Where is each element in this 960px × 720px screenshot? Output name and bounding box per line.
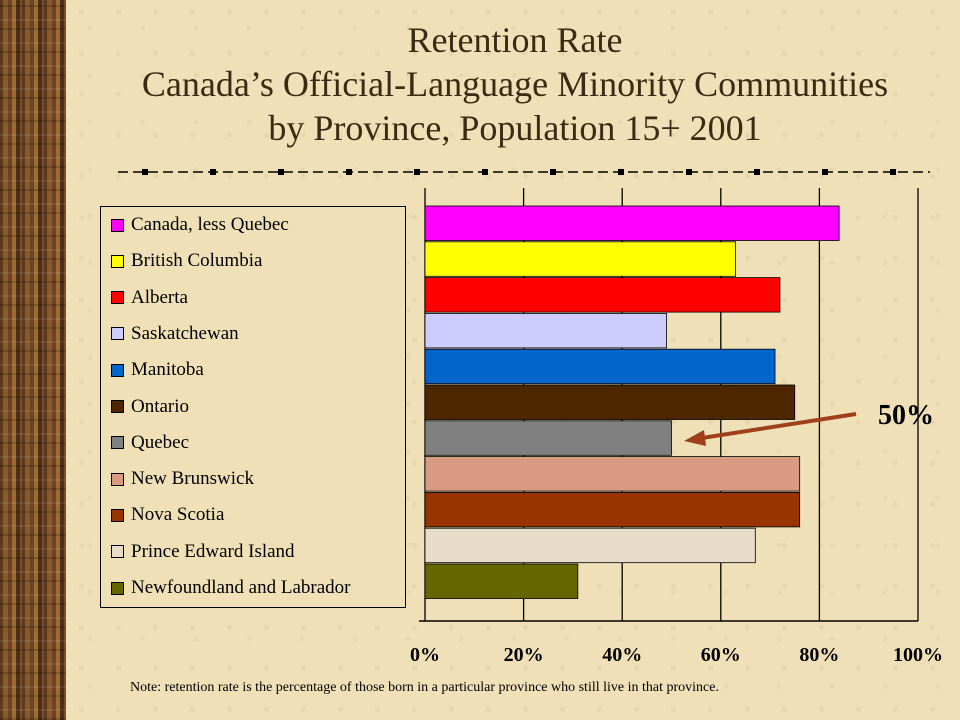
legend-label: Quebec bbox=[131, 431, 190, 453]
x-tick-label-5: 100% bbox=[893, 644, 943, 666]
legend-swatch bbox=[111, 508, 124, 522]
legend-label: New Brunswick bbox=[131, 468, 254, 490]
title-line-2: Canada’s Official-Language Minority Comm… bbox=[141, 64, 889, 104]
legend-swatch bbox=[111, 254, 124, 268]
legend-item: Quebec bbox=[111, 431, 189, 455]
bar-manitoba bbox=[424, 348, 776, 385]
title-line-3: by Province, Population 15+ 2001 bbox=[268, 108, 762, 148]
legend-item: Alberta bbox=[111, 286, 188, 310]
legend-label: Newfoundland and Labrador bbox=[131, 577, 351, 598]
bar-new-brunswick bbox=[424, 456, 801, 492]
chart-bars bbox=[424, 205, 840, 599]
legend-swatch bbox=[111, 218, 124, 232]
legend-item: Nova Scotia bbox=[111, 503, 224, 527]
legend-item: Prince Edward Island bbox=[111, 540, 295, 564]
bar-canada-less-quebec bbox=[424, 205, 840, 241]
legend-label: Prince Edward Island bbox=[131, 540, 295, 562]
x-tick-label-2: 40% bbox=[602, 644, 643, 666]
bar-ontario bbox=[424, 384, 796, 420]
legend-item: Ontario bbox=[111, 395, 189, 419]
x-tick-label-3: 60% bbox=[700, 644, 741, 666]
legend-swatch bbox=[111, 545, 124, 559]
bar-alberta bbox=[424, 277, 781, 313]
decorative-side-strip bbox=[0, 0, 66, 720]
bar-chart bbox=[419, 188, 919, 622]
legend-item: Saskatchewan bbox=[111, 322, 239, 346]
callout-label: 50% bbox=[878, 400, 934, 431]
legend-item: Canada, less Quebec bbox=[111, 213, 289, 237]
legend-label: British Columbia bbox=[131, 250, 263, 272]
bar-quebec bbox=[424, 420, 672, 456]
bar-prince-edward-island bbox=[424, 527, 756, 564]
x-tick-label-1: 20% bbox=[503, 644, 544, 666]
callout-arrow bbox=[684, 412, 857, 446]
legend-swatch bbox=[111, 291, 124, 305]
legend-swatch bbox=[111, 400, 124, 413]
bar-british-columbia bbox=[424, 241, 736, 277]
x-tick-label-0: 0% bbox=[410, 644, 440, 666]
x-tick-label-4: 80% bbox=[799, 644, 840, 666]
legend-item: New Brunswick bbox=[111, 467, 254, 491]
bar-newfoundland-and-labrador bbox=[424, 563, 579, 599]
dashed-divider bbox=[118, 169, 930, 175]
title-line-1: Retention Rate bbox=[407, 20, 623, 60]
chart-legend: Canada, less Quebec British Columbia Alber… bbox=[100, 206, 406, 608]
legend-item: British Columbia bbox=[111, 249, 262, 273]
bar-nova-scotia bbox=[424, 491, 801, 528]
legend-swatch bbox=[111, 363, 124, 377]
legend-item: Manitoba bbox=[111, 358, 204, 382]
footnote: Note: retention rate is the percentage o… bbox=[130, 680, 719, 695]
legend-item: Newfoundland and Labrador bbox=[111, 576, 350, 600]
legend-swatch bbox=[111, 327, 124, 341]
legend-swatch bbox=[111, 472, 124, 486]
legend-swatch bbox=[111, 581, 124, 595]
legend-label: Saskatchewan bbox=[131, 322, 239, 344]
legend-swatch bbox=[111, 436, 124, 450]
bar-saskatchewan bbox=[424, 313, 667, 349]
legend-label: Canada, less Quebec bbox=[131, 214, 289, 235]
legend-label: Nova Scotia bbox=[131, 504, 225, 526]
slide-title: Retention Rate Canada’s Official-Languag… bbox=[90, 18, 940, 150]
legend-label: Ontario bbox=[131, 395, 190, 417]
legend-label: Manitoba bbox=[131, 359, 204, 381]
legend-label: Alberta bbox=[131, 286, 188, 308]
